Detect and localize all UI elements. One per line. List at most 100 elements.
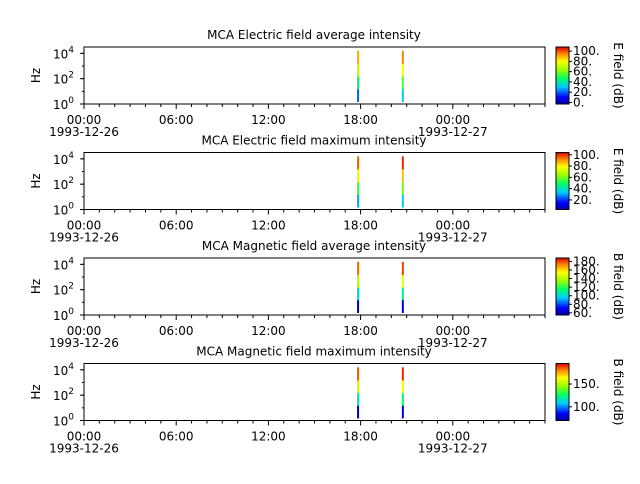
colorbar-tick-label: 80. — [573, 159, 592, 173]
colorbar-label: E field (dB) — [611, 148, 625, 214]
colorbar-tick-label: 160. — [573, 263, 600, 277]
y-tick-label: 100 — [53, 96, 74, 112]
date-label: 1993-12-27 — [418, 442, 488, 456]
colorbar-tick-label: 80. — [573, 54, 592, 68]
colorbar — [555, 257, 570, 316]
colorbar-tick-label: 140. — [573, 272, 600, 286]
spectrogram-spike-1-band-1 — [357, 88, 360, 102]
panel-title: MCA Electric field maximum intensity — [201, 134, 426, 148]
y-axis-label: Hz — [29, 279, 43, 294]
spectrogram-spike-1-band-3 — [357, 168, 360, 183]
spectrogram-spike-1-band-3 — [357, 379, 360, 394]
x-tick-label: 12:00 — [251, 430, 286, 444]
plot-area — [83, 152, 546, 210]
plot-area — [83, 257, 546, 316]
colorbar-tick-label: 60. — [573, 65, 592, 79]
spectrogram-spike-1-band-3 — [357, 63, 360, 77]
spectrogram-spike-2-band-1 — [401, 299, 404, 313]
x-tick-label: 18:00 — [343, 113, 378, 127]
spectrogram-spike-1-band-1 — [357, 194, 360, 208]
colorbar-label: B field (dB) — [611, 253, 625, 320]
date-label: 1993-12-26 — [49, 336, 119, 350]
colorbar — [555, 363, 570, 421]
colorbar-tick-label: 40. — [573, 182, 592, 196]
x-tick-label: 00:00 — [67, 430, 102, 444]
x-tick-label: 18:00 — [343, 324, 378, 338]
x-tick-label: 18:00 — [343, 219, 378, 233]
y-axis-label: Hz — [29, 173, 43, 188]
panel-title: MCA Magnetic field average intensity — [202, 239, 426, 253]
date-label: 1993-12-27 — [418, 336, 488, 350]
spectrogram-spike-1-band-1 — [357, 299, 360, 313]
y-axis-label: Hz — [29, 68, 43, 83]
spectrogram-spike-1-band-2 — [357, 287, 360, 301]
colorbar-tick-label: 40. — [573, 75, 592, 89]
plot-area — [83, 363, 546, 421]
y-tick-label: 100 — [53, 413, 74, 429]
spectrogram-spike-1-band-4 — [357, 50, 360, 64]
colorbar-tick-label: 0. — [573, 95, 584, 109]
colorbar-tick-label: 150. — [573, 377, 600, 391]
x-tick-label: 00:00 — [436, 219, 471, 233]
y-tick-label: 102 — [53, 387, 74, 403]
panel-3: MCA Magnetic field average intensity 100 1… — [29, 239, 625, 350]
panel-2: MCA Electric field maximum intensity 100 1… — [29, 134, 625, 245]
x-tick-label: 12:00 — [251, 324, 286, 338]
y-axis-label: Hz — [29, 384, 43, 399]
spectrogram-spike-2-band-3 — [401, 274, 404, 288]
spectrogram-spike-1-band-4 — [357, 261, 360, 275]
spectrogram-spike-2-band-1 — [401, 88, 404, 102]
spectrogram-spike-1-band-2 — [357, 76, 360, 90]
colorbar-label: E field (dB) — [611, 42, 625, 108]
date-label: 1993-12-26 — [49, 442, 119, 456]
colorbar-tick-label: 100. — [573, 148, 600, 162]
colorbar — [555, 46, 570, 105]
spectrogram-spike-2-band-2 — [401, 181, 404, 195]
spectrogram-spike-1-band-2 — [357, 181, 360, 195]
panel-1: MCA Electric field average intensity 100 1… — [29, 28, 625, 139]
spectrogram-spike-1-band-2 — [357, 392, 360, 406]
x-tick-label: 06:00 — [159, 430, 194, 444]
x-tick-label: 00:00 — [67, 324, 102, 338]
spectrogram-spike-2-band-4 — [401, 261, 404, 275]
colorbar-tick-label: 180. — [573, 254, 600, 268]
colorbar-tick-label: 100. — [573, 289, 600, 303]
x-tick-label: 00:00 — [67, 113, 102, 127]
x-tick-label: 12:00 — [251, 113, 286, 127]
date-label: 1993-12-26 — [49, 125, 119, 139]
spectrogram-spike-2-band-2 — [401, 76, 404, 90]
y-tick-label: 102 — [53, 282, 74, 298]
x-tick-label: 06:00 — [159, 219, 194, 233]
colorbar-tick-label: 100. — [573, 400, 600, 414]
x-tick-label: 00:00 — [436, 113, 471, 127]
x-tick-label: 18:00 — [343, 430, 378, 444]
y-tick-label: 100 — [53, 202, 74, 218]
spectrogram-spike-2-band-2 — [401, 392, 404, 406]
date-label: 1993-12-27 — [418, 125, 488, 139]
plot-area — [83, 46, 546, 105]
x-tick-label: 00:00 — [436, 324, 471, 338]
spectrogram-spike-2-band-3 — [401, 379, 404, 394]
spectrogram-spike-2-band-1 — [401, 405, 404, 419]
spectrogram-spike-1-band-4 — [357, 156, 360, 170]
x-tick-label: 06:00 — [159, 324, 194, 338]
panel-title: MCA Magnetic field maximum intensity — [196, 345, 432, 359]
y-tick-label: 104 — [53, 151, 74, 167]
y-tick-label: 104 — [53, 256, 74, 272]
colorbar-tick-label: 100. — [573, 44, 600, 58]
colorbar — [555, 152, 570, 210]
x-tick-label: 00:00 — [436, 430, 471, 444]
spectrogram-spike-2-band-1 — [401, 194, 404, 208]
date-label: 1993-12-26 — [49, 231, 119, 245]
y-tick-label: 102 — [53, 176, 74, 192]
colorbar-tick-label: 120. — [573, 280, 600, 294]
spectrogram-spike-2-band-4 — [401, 156, 404, 170]
spectrogram-spike-1-band-1 — [357, 405, 360, 419]
spectrogram-spike-1-band-3 — [357, 274, 360, 288]
colorbar-tick-label: 20. — [573, 193, 592, 207]
date-label: 1993-12-27 — [418, 231, 488, 245]
colorbar-tick-label: 60. — [573, 170, 592, 184]
colorbar-tick-label: 20. — [573, 85, 592, 99]
spectrogram-spike-1-band-4 — [357, 367, 360, 381]
